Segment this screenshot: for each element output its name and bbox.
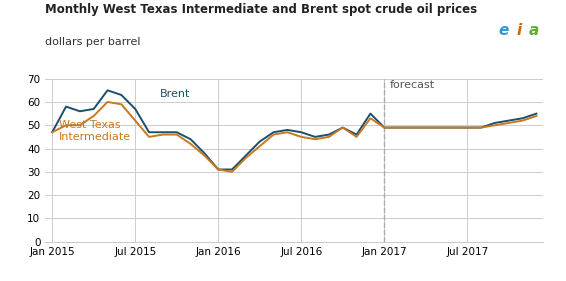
Text: forecast: forecast: [390, 80, 435, 90]
Text: a: a: [529, 23, 539, 38]
Text: e: e: [498, 23, 508, 38]
Text: Brent: Brent: [160, 89, 191, 99]
Text: West Texas
Intermediate: West Texas Intermediate: [59, 120, 131, 142]
Text: i: i: [517, 23, 522, 38]
Text: dollars per barrel: dollars per barrel: [45, 37, 141, 47]
Text: Monthly West Texas Intermediate and Brent spot crude oil prices: Monthly West Texas Intermediate and Bren…: [45, 3, 477, 16]
